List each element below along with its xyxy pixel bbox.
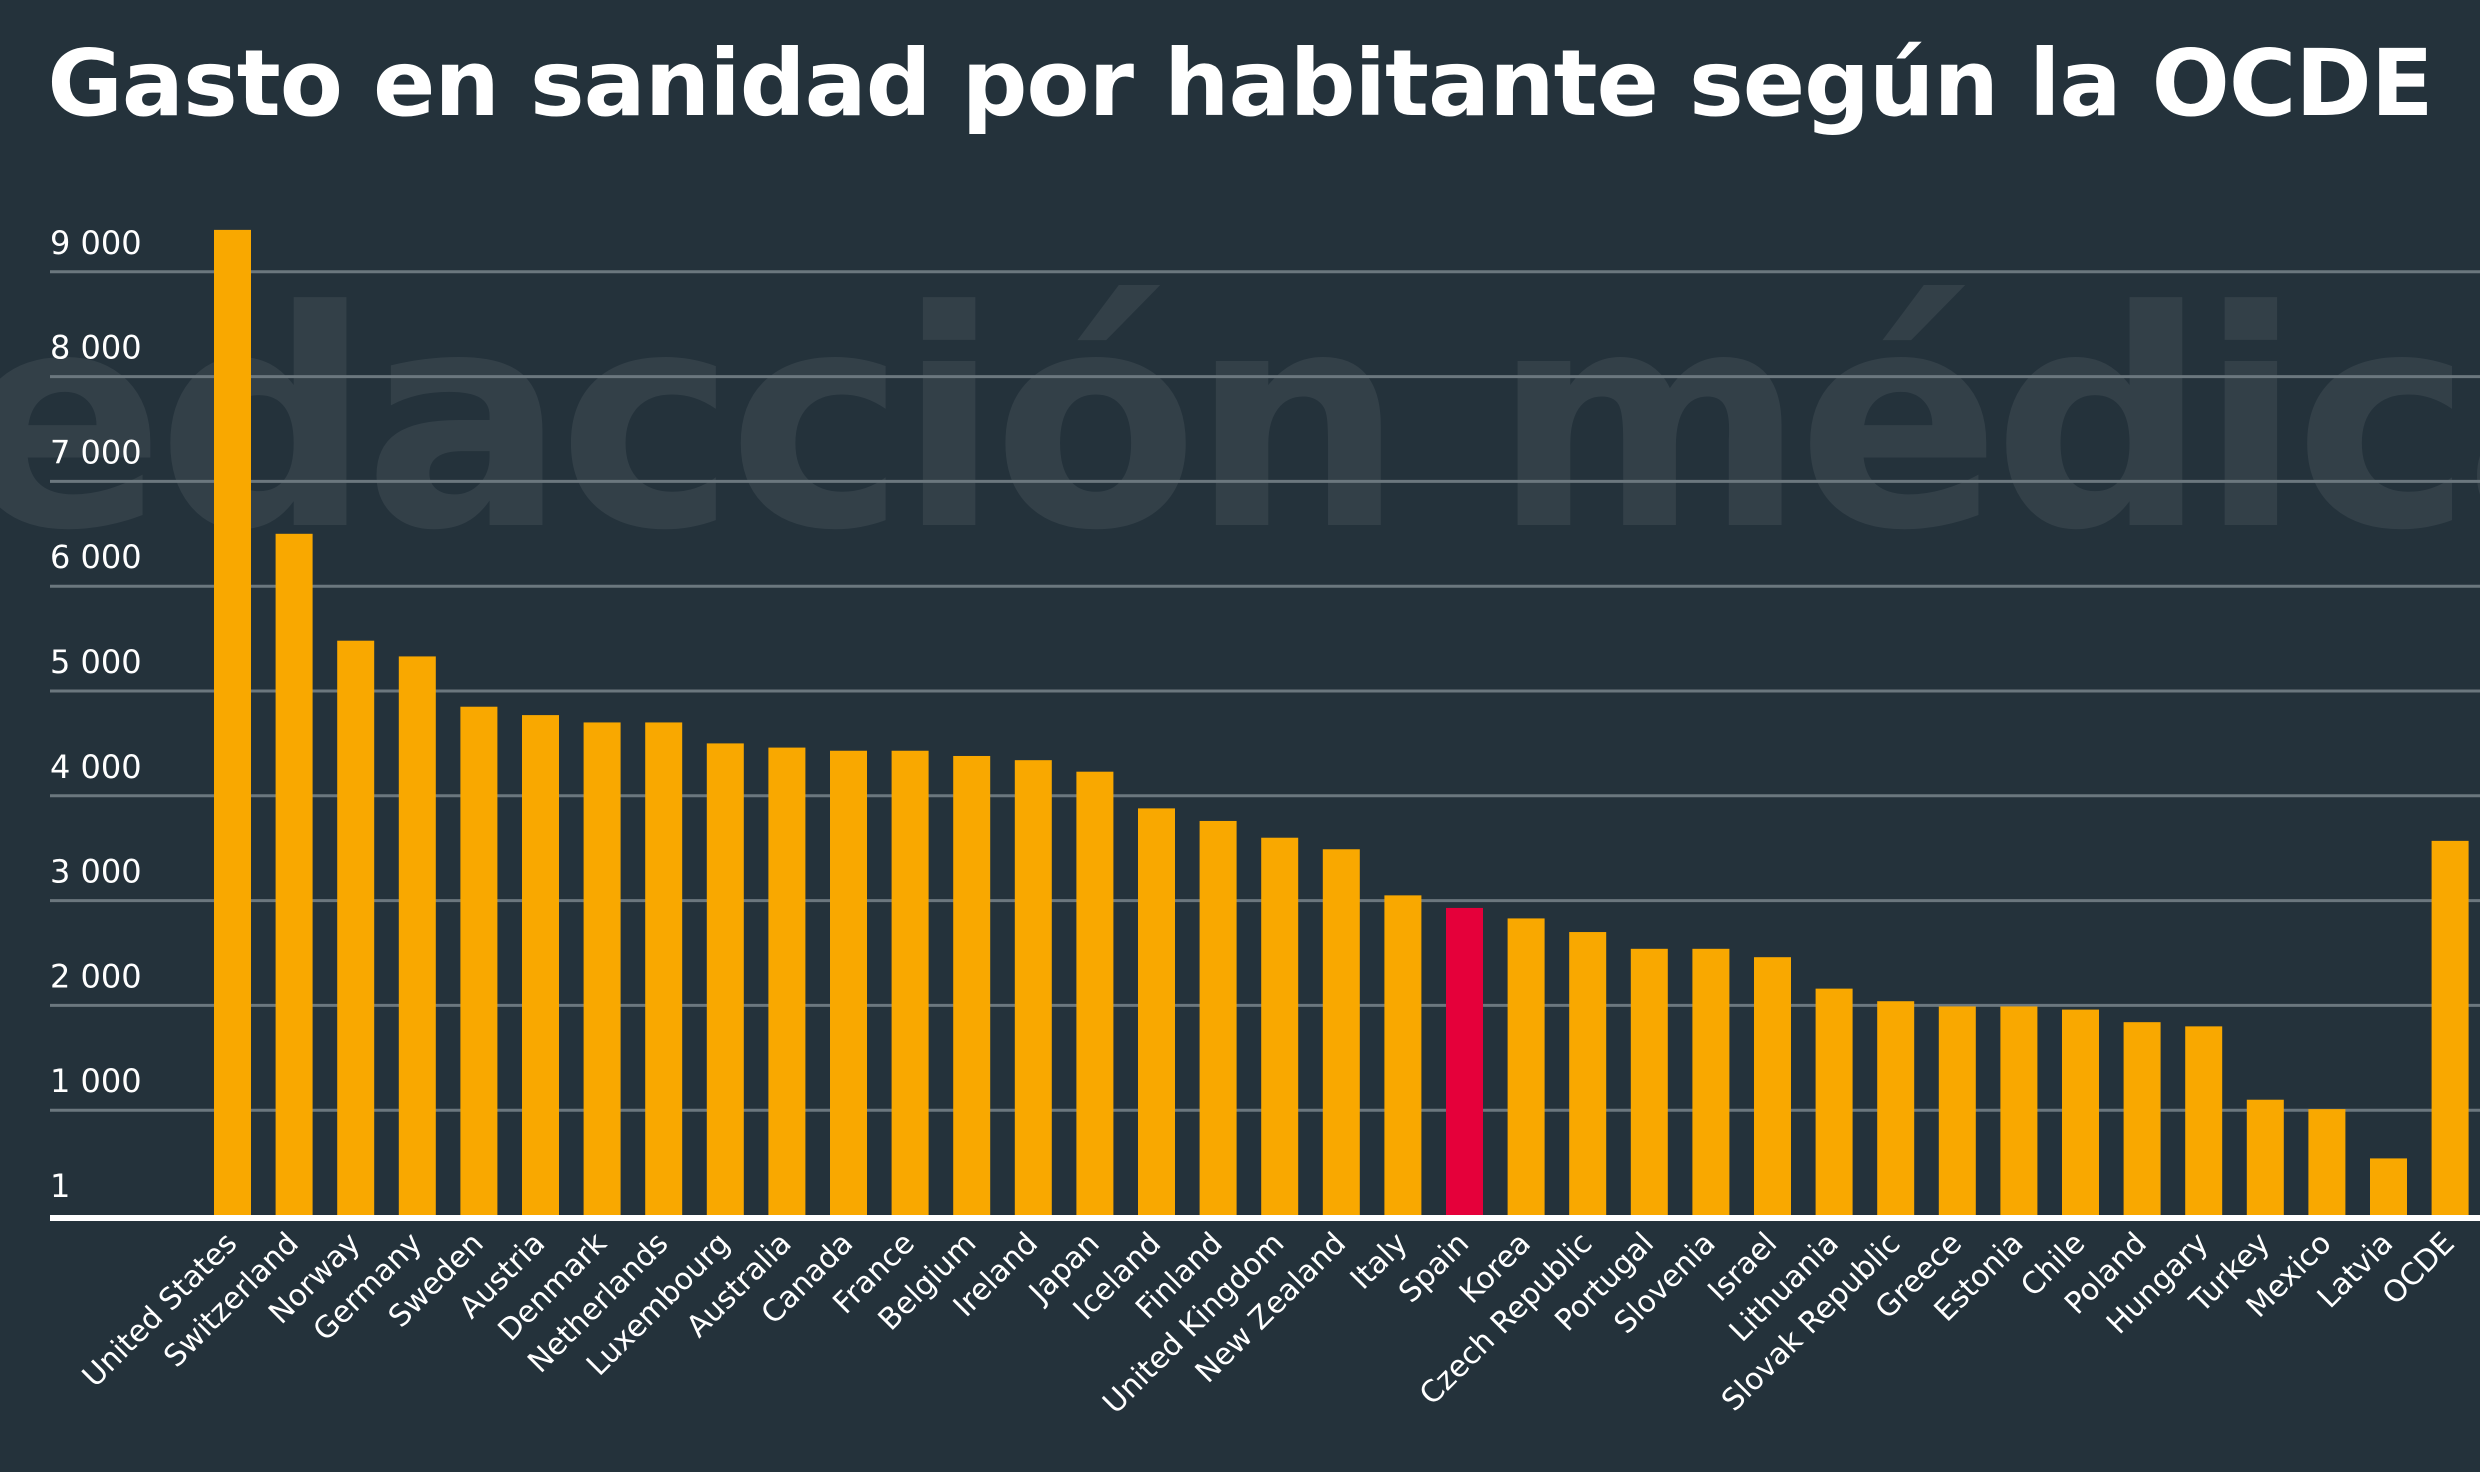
y-tick-label: 8 000: [50, 329, 142, 367]
y-tick-label: 4 000: [50, 748, 142, 786]
x-tick-label: OCDE: [2376, 1226, 2462, 1312]
bar-israel: [1754, 957, 1791, 1215]
bar-portugal: [1630, 948, 1668, 1215]
bar-luxembourg: [706, 743, 744, 1215]
bar-czech-republic: [1569, 932, 1607, 1215]
bar-belgium: [953, 755, 991, 1215]
bar-norway: [337, 640, 375, 1215]
bar-sweden: [460, 706, 498, 1215]
watermark-logo: redacción médica: [0, 247, 2480, 596]
bar-spain: [1446, 907, 1483, 1215]
bar-ocde: [2431, 840, 2469, 1215]
bar-estonia: [2000, 1006, 2038, 1215]
bar-iceland: [1138, 808, 1175, 1215]
bar-italy: [1384, 895, 1422, 1215]
bar-united-kingdom: [1261, 837, 1299, 1215]
bar-hungary: [2185, 1026, 2223, 1215]
bar-denmark: [583, 722, 621, 1215]
bar-australia: [768, 747, 806, 1215]
bar-korea: [1507, 918, 1545, 1215]
bar-japan: [1076, 771, 1114, 1215]
bar-poland: [2123, 1022, 2161, 1215]
bar-mexico: [2308, 1109, 2346, 1215]
bar-slovenia: [1692, 948, 1730, 1215]
bar-germany: [398, 656, 436, 1215]
y-tick-label: 1: [50, 1167, 70, 1205]
y-tick-label: 7 000: [50, 433, 142, 471]
y-tick-label: 9 000: [50, 224, 142, 262]
bar-canada: [830, 750, 867, 1215]
bar-switzerland: [275, 533, 313, 1215]
bar-slovak-republic: [1877, 1001, 1915, 1215]
bar-united-states: [214, 229, 251, 1215]
y-tick-label: 2 000: [50, 957, 142, 995]
bar-new-zealand: [1322, 849, 1360, 1215]
bar-france: [891, 750, 929, 1215]
bar-netherlands: [645, 722, 683, 1215]
bar-lithuania: [1815, 988, 1853, 1215]
y-tick-label: 5 000: [50, 643, 142, 681]
bar-greece: [1938, 1006, 1976, 1215]
bar-austria: [522, 715, 559, 1215]
y-tick-label: 3 000: [50, 853, 142, 891]
chart-title: Gasto en sanidad por habitante según la …: [47, 30, 2433, 137]
y-tick-label: 6 000: [50, 538, 142, 576]
bar-ireland: [1014, 760, 1052, 1215]
bar-finland: [1199, 820, 1237, 1215]
bar-chile: [2062, 1009, 2099, 1215]
bar-turkey: [2246, 1099, 2284, 1215]
bar-latvia: [2370, 1158, 2407, 1215]
y-tick-label: 1 000: [50, 1062, 142, 1100]
